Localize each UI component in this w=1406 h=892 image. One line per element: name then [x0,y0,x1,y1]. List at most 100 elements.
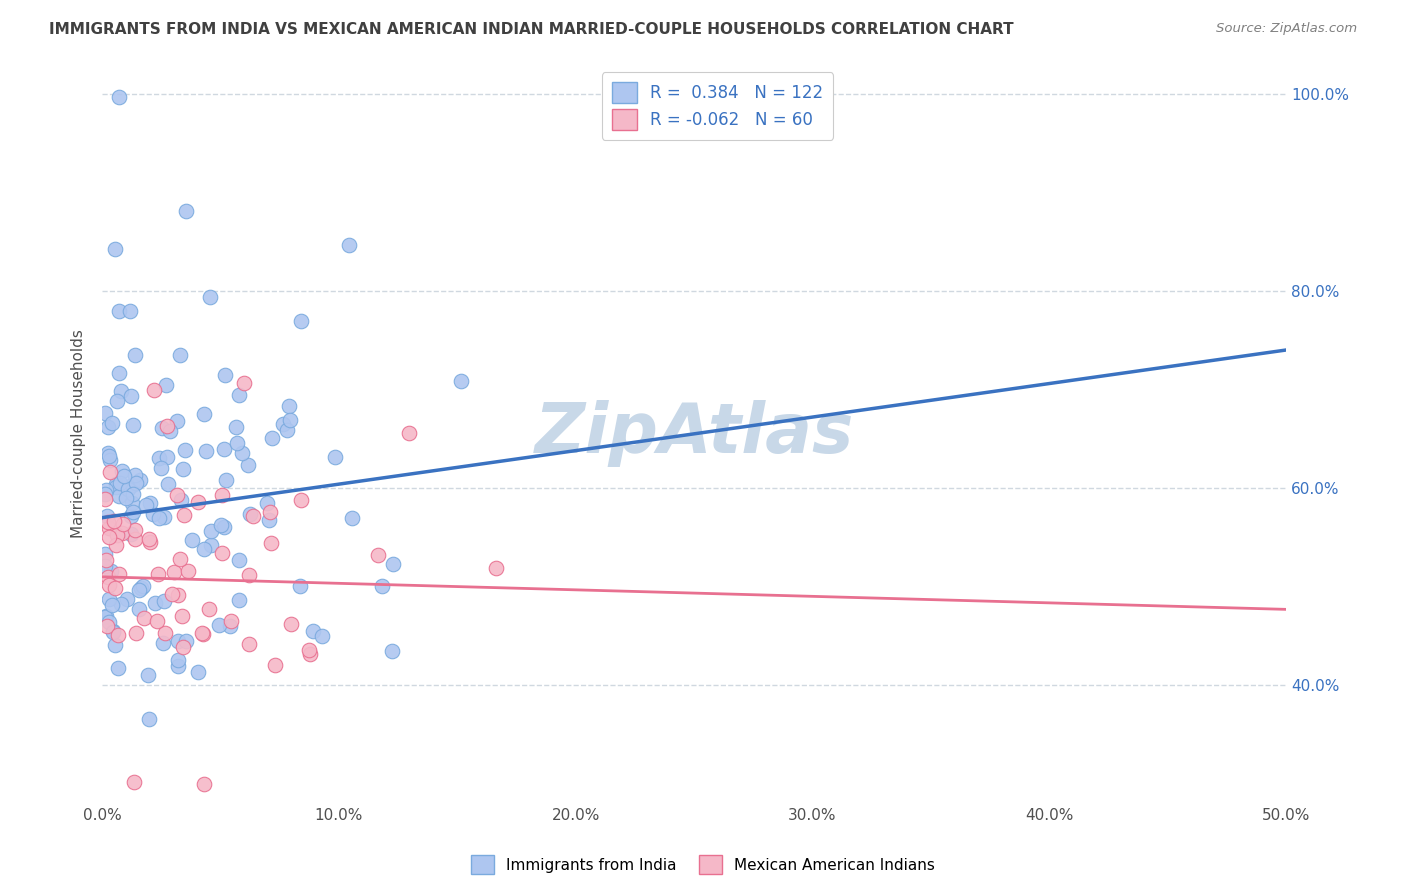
Point [239,507,262,521]
Point [262,431,284,445]
Point [122,417,145,432]
Point [381,557,404,571]
Point [96,509,118,524]
Point [97,578,120,592]
Point [107,566,129,581]
Point [193,777,215,791]
Point [150,460,173,475]
Point [174,443,197,458]
Point [256,496,278,510]
Point [115,592,138,607]
Point [108,489,131,503]
Point [280,617,302,632]
Point [112,516,135,531]
Point [311,629,333,643]
Point [398,425,420,440]
Point [107,628,129,642]
Point [159,424,181,438]
Point [226,435,249,450]
Point [142,508,165,522]
Point [152,635,174,649]
Point [145,614,167,628]
Point [156,450,179,464]
Point [278,413,301,427]
Point [138,668,160,682]
Point [94,491,117,506]
Point [125,625,148,640]
Point [97,570,120,584]
Point [290,314,312,328]
Point [219,614,242,628]
Point [121,478,143,492]
Point [132,579,155,593]
Point [166,634,188,648]
Point [128,582,150,597]
Point [111,464,134,478]
Point [118,304,141,318]
Point [242,509,264,524]
Point [112,468,135,483]
Point [156,476,179,491]
Point [218,619,240,633]
Point [143,596,166,610]
Point [214,520,236,534]
Point [110,475,132,490]
Point [198,602,221,616]
Point [238,458,260,472]
Point [155,378,177,392]
Point [122,505,145,519]
Point [135,498,157,512]
Point [169,552,191,566]
Point [104,538,127,552]
Point [124,348,146,362]
Point [367,548,389,562]
Point [138,712,160,726]
Point [193,627,215,641]
Point [104,638,127,652]
Point [111,526,134,541]
Point [172,640,194,654]
Point [260,536,283,550]
Point [214,368,236,382]
Point [290,493,312,508]
Point [97,521,120,535]
Y-axis label: Married-couple Households: Married-couple Households [72,329,86,538]
Point [124,533,146,547]
Point [93,406,115,420]
Point [124,524,146,538]
Point [211,488,233,502]
Point [166,414,188,428]
Point [191,626,214,640]
Point [228,552,250,566]
Point [152,594,174,608]
Point [97,515,120,529]
Point [150,420,173,434]
Point [228,593,250,607]
Point [271,417,294,432]
Point [97,449,120,463]
Point [94,483,117,497]
Point [108,367,131,381]
Point [160,587,183,601]
Point [214,442,236,456]
Point [117,482,139,496]
Point [155,418,177,433]
Point [96,619,118,633]
Point [97,530,120,544]
Point [259,505,281,519]
Point [200,524,222,538]
Point [170,609,193,624]
Point [174,634,197,648]
Point [288,578,311,592]
Point [94,610,117,624]
Point [181,533,204,547]
Point [139,535,162,549]
Point [172,462,194,476]
Point [381,644,404,658]
Point [485,561,508,575]
Point [323,450,346,464]
Point [108,90,131,104]
Point [124,475,146,490]
Point [340,511,363,525]
Point [169,493,191,508]
